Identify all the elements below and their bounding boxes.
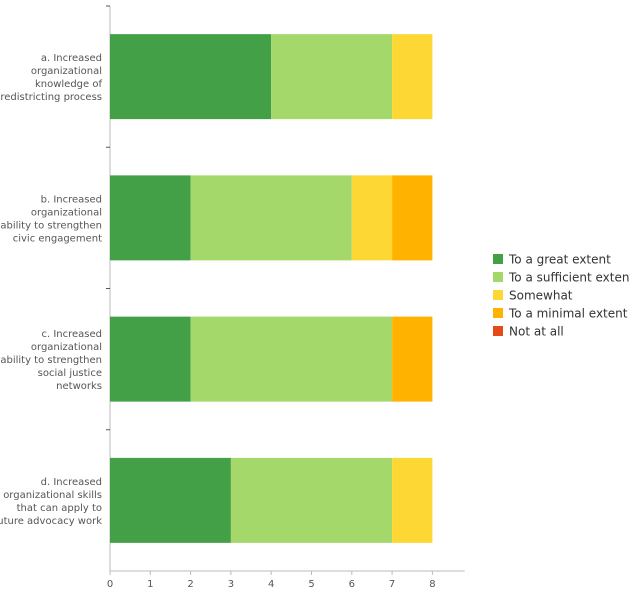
category-label-line: redistricting process bbox=[0, 92, 102, 103]
category-label-line: b. Increased bbox=[41, 194, 102, 205]
bar-segment bbox=[271, 34, 393, 120]
category-label-line: future advocacy work bbox=[0, 516, 102, 527]
x-tick-label: 6 bbox=[349, 579, 355, 590]
x-tick-label: 2 bbox=[187, 579, 193, 590]
x-tick-label: 5 bbox=[308, 579, 314, 590]
bar-segment bbox=[230, 457, 393, 543]
category-label: c. Increased organizational ability to str… bbox=[0, 329, 102, 392]
bar-segment bbox=[392, 316, 433, 402]
legend-label: Somewhat bbox=[509, 289, 573, 303]
category-label-line: ability to strengthen bbox=[0, 355, 102, 366]
category-label: a. Increased organizational knowledge of re… bbox=[0, 53, 102, 103]
category-label-line: organizational bbox=[31, 207, 102, 218]
legend-swatch bbox=[493, 290, 503, 300]
x-tick-label: 3 bbox=[228, 579, 234, 590]
category-label-line: knowledge of bbox=[35, 79, 103, 90]
bar-segment bbox=[110, 34, 272, 120]
category-label-line: networks bbox=[56, 381, 102, 392]
legend-swatch bbox=[493, 272, 503, 282]
legend-swatch bbox=[493, 254, 503, 264]
bar-segment bbox=[190, 316, 393, 402]
legend-label: Not at all bbox=[509, 325, 564, 339]
x-tick-label: 0 bbox=[107, 579, 113, 590]
category-label: d. Increased organizational skills that ca… bbox=[0, 477, 102, 527]
category-label-line: social justice bbox=[38, 368, 102, 379]
category-label: b. Increased organizational ability to str… bbox=[0, 194, 102, 244]
legend-label: To a minimal extent bbox=[508, 307, 628, 321]
bar-segment bbox=[351, 175, 393, 261]
category-label-line: ability to strengthen bbox=[0, 220, 102, 231]
bar-segment bbox=[110, 316, 191, 402]
bar-segment bbox=[190, 175, 352, 261]
category-label-line: c. Increased bbox=[41, 329, 102, 340]
x-tick-label: 4 bbox=[268, 579, 274, 590]
bar-segment bbox=[110, 457, 231, 543]
category-label-line: a. Increased bbox=[41, 53, 102, 64]
bar-segment bbox=[392, 457, 433, 543]
category-label-line: organizational bbox=[31, 66, 102, 77]
x-tick-label: 1 bbox=[147, 579, 153, 590]
x-tick-label: 7 bbox=[389, 579, 395, 590]
x-tick-label: 8 bbox=[429, 579, 435, 590]
category-label-line: civic engagement bbox=[13, 233, 102, 244]
bar-segment bbox=[110, 175, 191, 261]
category-label-line: organizational skills bbox=[3, 490, 102, 501]
legend-swatch bbox=[493, 308, 503, 318]
category-label-line: that can apply to bbox=[17, 503, 102, 514]
legend-label: To a sufficient extent bbox=[508, 271, 630, 285]
legend-label: To a great extent bbox=[508, 253, 611, 267]
bar-segment bbox=[392, 175, 433, 261]
category-label-line: d. Increased bbox=[41, 477, 102, 488]
legend-swatch bbox=[493, 326, 503, 336]
bar-segment bbox=[392, 34, 433, 120]
category-label-line: organizational bbox=[31, 342, 102, 353]
